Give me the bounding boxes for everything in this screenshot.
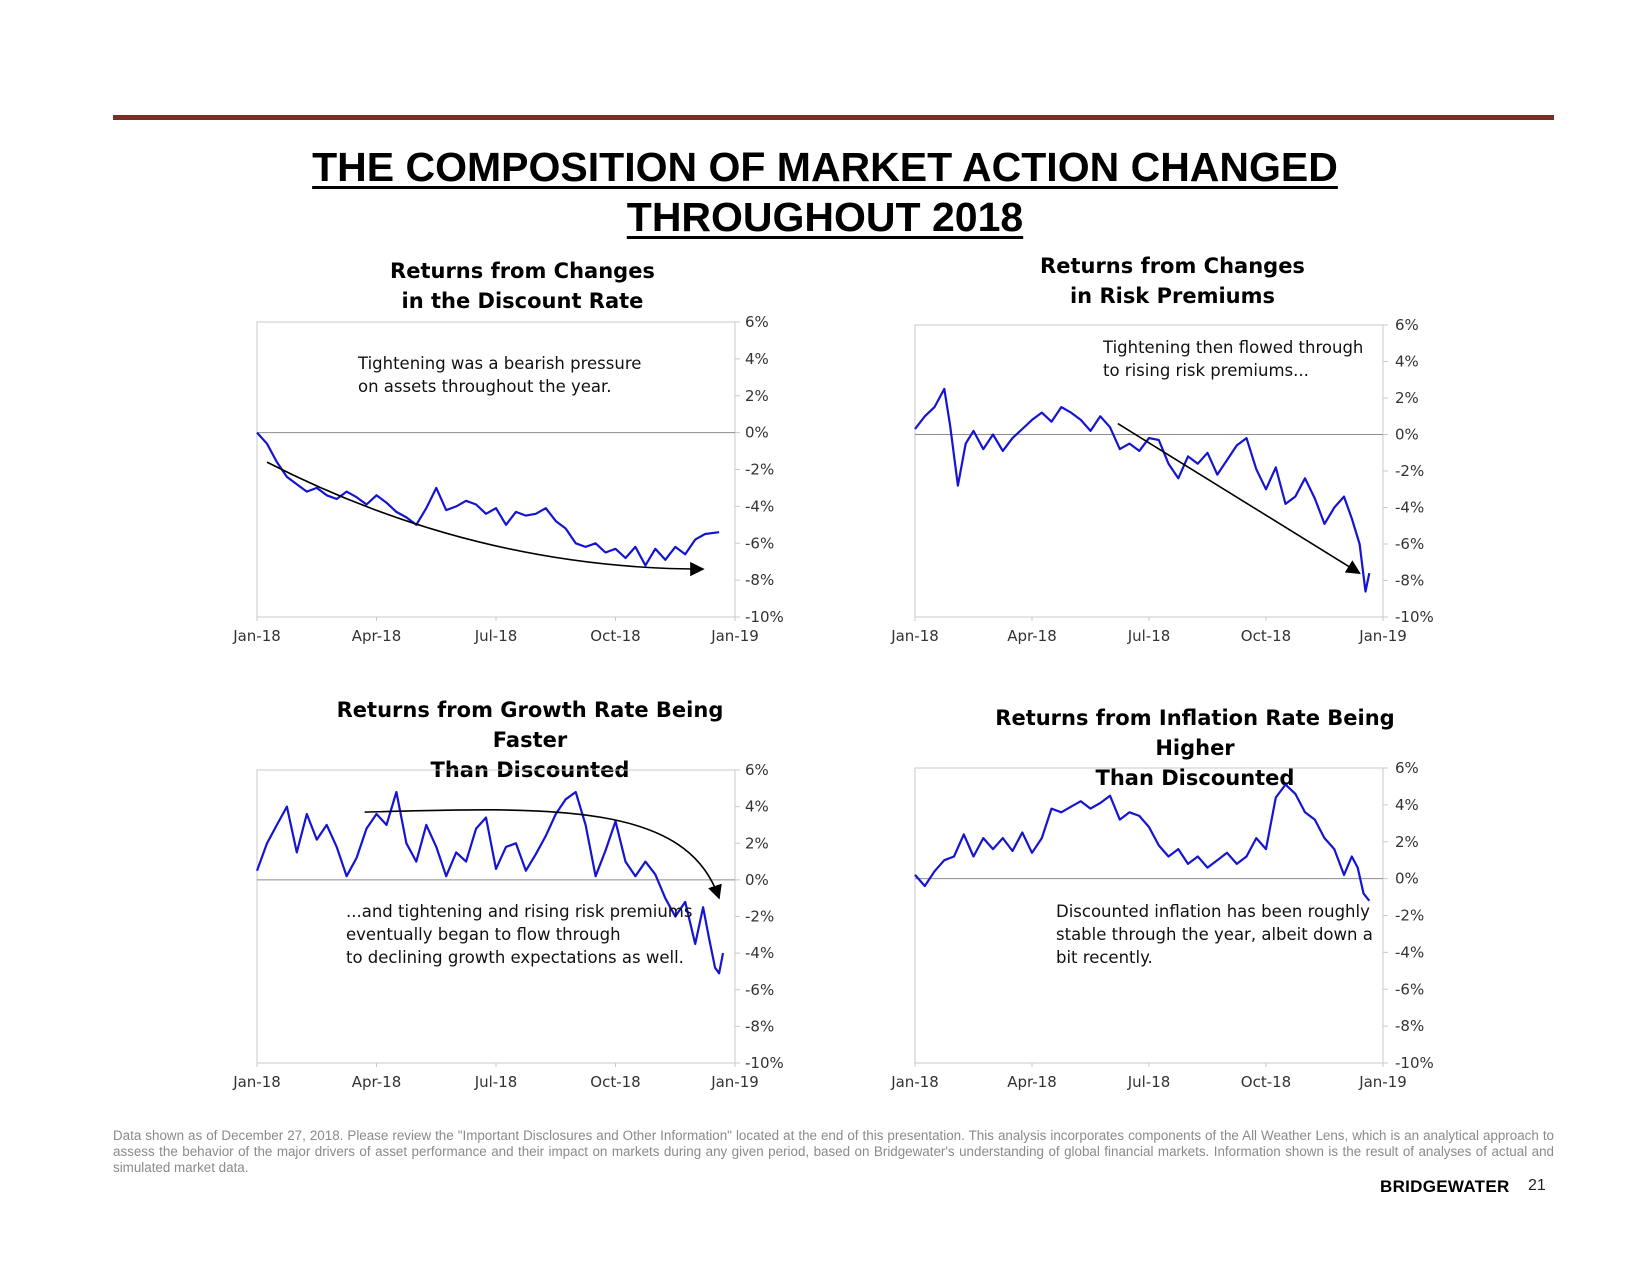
chart-1-annotation: Tightening was a bearish pressure on ass… xyxy=(358,352,641,398)
chart-3-y-tick-label: 0% xyxy=(745,871,769,889)
chart-1-y-tick-label: 4% xyxy=(745,350,769,368)
chart-2-annotation: Tightening then flowed through to rising… xyxy=(1103,336,1363,382)
chart-4-y-tick-label: 4% xyxy=(1395,796,1419,814)
chart-3-annotation: ...and tightening and rising risk premiu… xyxy=(346,900,692,969)
chart-3-y-tick-label: -8% xyxy=(745,1017,774,1035)
chart-2-y-tick-label: -10% xyxy=(1395,608,1434,626)
chart-3-y-tick-label: 4% xyxy=(745,798,769,816)
chart-3-trend-arrow xyxy=(364,809,722,900)
footnote: Data shown as of December 27, 2018. Plea… xyxy=(113,1128,1554,1175)
chart-3-x-tick-label: Jan-19 xyxy=(710,1073,759,1091)
chart-4-y-tick-label: -8% xyxy=(1395,1017,1424,1035)
chart-1-y-tick-label: -6% xyxy=(745,534,774,552)
chart-4-y-tick-label: 2% xyxy=(1395,833,1419,851)
chart-1-y-tick-label: -2% xyxy=(745,461,774,479)
chart-4-x-tick-label: Apr-18 xyxy=(1007,1073,1057,1091)
chart-4-y-tick-label: -6% xyxy=(1395,980,1424,998)
chart-2-x-tick-label: Oct-18 xyxy=(1241,627,1291,645)
chart-4-title: Returns from Inflation Rate Being Higher… xyxy=(960,703,1430,793)
chart-2-annotation-line-2: to rising risk premiums... xyxy=(1103,361,1309,380)
chart-2-y-tick-label: 6% xyxy=(1395,316,1419,334)
chart-4-annotation-line-3: bit recently. xyxy=(1056,948,1153,967)
chart-3-annotation-line-1: ...and tightening and rising risk premiu… xyxy=(346,902,693,921)
chart-3-x-tick-label: Oct-18 xyxy=(590,1073,640,1091)
chart-1-trend-arrow xyxy=(266,461,705,577)
page-title: THE COMPOSITION OF MARKET ACTION CHANGED… xyxy=(0,142,1650,242)
chart-1-x-tick-label: Jul-18 xyxy=(474,627,518,645)
page-number: 21 xyxy=(1528,1177,1546,1194)
chart-4-y-tick-label: -2% xyxy=(1395,907,1424,925)
chart-1-title-line-1: Returns from Changes xyxy=(390,259,655,283)
chart-2-x-tick-label: Jul-18 xyxy=(1127,627,1171,645)
chart-1-y-tick-label: 2% xyxy=(745,387,769,405)
chart-2-title: Returns from Changes in Risk Premiums xyxy=(990,251,1355,311)
chart-3-annotation-line-3: to declining growth expectations as well… xyxy=(346,948,684,967)
page-title-line-2: THROUGHOUT 2018 xyxy=(626,194,1024,240)
chart-4-x-tick-label: Jan-18 xyxy=(890,1073,939,1091)
chart-1-x-tick-label: Jan-18 xyxy=(232,627,281,645)
chart-4-title-line-2: Than Discounted xyxy=(1095,766,1295,790)
chart-1-y-tick-label: 0% xyxy=(745,424,769,442)
chart-3-y-tick-label: -2% xyxy=(745,908,774,926)
chart-1-annotation-line-1: Tightening was a bearish pressure xyxy=(358,354,642,373)
page-title-line-1: THE COMPOSITION OF MARKET ACTION CHANGED xyxy=(312,144,1338,190)
chart-2-trend-arrow xyxy=(1117,422,1361,574)
chart-3-annotation-line-2: eventually began to flow through xyxy=(346,925,621,944)
chart-2-y-tick-label: -8% xyxy=(1395,572,1424,590)
chart-1-y-tick-label: -4% xyxy=(745,497,774,515)
chart-2-title-line-1: Returns from Changes xyxy=(1040,254,1305,278)
chart-3-y-tick-label: -4% xyxy=(745,944,774,962)
chart-3-title-line-1: Returns from Growth Rate Being Faster xyxy=(336,698,724,752)
chart-2-y-tick-label: -4% xyxy=(1395,499,1424,517)
chart-1-annotation-line-2: on assets throughout the year. xyxy=(358,377,612,396)
top-rule xyxy=(113,115,1554,120)
chart-3-x-tick-label: Jan-18 xyxy=(232,1073,281,1091)
chart-4-x-tick-label: Oct-18 xyxy=(1241,1073,1291,1091)
chart-4-y-tick-label: 6% xyxy=(1395,759,1419,777)
chart-4-x-tick-label: Jan-19 xyxy=(1358,1073,1407,1091)
chart-2-y-tick-label: -2% xyxy=(1395,462,1424,480)
chart-4-y-tick-label: -10% xyxy=(1395,1054,1434,1072)
chart-3-series-line xyxy=(255,790,725,975)
chart-1-title-line-2: in the Discount Rate xyxy=(401,289,644,313)
chart-3-y-tick-label: -6% xyxy=(745,981,774,999)
chart-2-y-tick-label: 0% xyxy=(1395,426,1419,444)
chart-3-x-tick-label: Jul-18 xyxy=(474,1073,518,1091)
chart-4-annotation-line-1: Discounted inflation has been roughly xyxy=(1056,902,1370,921)
chart-1-title: Returns from Changes in the Discount Rat… xyxy=(340,256,705,316)
chart-3-x-tick-label: Apr-18 xyxy=(352,1073,402,1091)
top-rule-bar xyxy=(113,115,1554,120)
chart-1-series-line xyxy=(256,431,720,567)
chart-2-y-tick-label: 4% xyxy=(1395,353,1419,371)
brand-logo: BRIDGEWATER xyxy=(1380,1177,1510,1196)
chart-3-y-tick-label: -10% xyxy=(745,1054,784,1072)
chart-4-x-tick-label: Jul-18 xyxy=(1127,1073,1171,1091)
chart-1-y-tick-label: -10% xyxy=(745,608,784,626)
chart-4-title-line-1: Returns from Inflation Rate Being Higher xyxy=(995,706,1395,760)
chart-1-x-tick-label: Apr-18 xyxy=(352,627,402,645)
chart-3-y-tick-label: 6% xyxy=(745,761,769,779)
chart-4-annotation-line-2: stable through the year, albeit down a xyxy=(1056,925,1373,944)
chart-2-x-tick-label: Apr-18 xyxy=(1007,627,1057,645)
chart-1-y-tick-label: -8% xyxy=(745,571,774,589)
chart-4-annotation: Discounted inflation has been roughly st… xyxy=(1056,900,1373,969)
chart-2-y-tick-label: -6% xyxy=(1395,535,1424,553)
chart-2-annotation-line-1: Tightening then flowed through xyxy=(1103,338,1364,357)
chart-2-x-tick-label: Jan-19 xyxy=(1358,627,1407,645)
chart-2-x-tick-label: Jan-18 xyxy=(890,627,939,645)
chart-3-y-tick-label: 2% xyxy=(745,834,769,852)
chart-1-y-tick-label: 6% xyxy=(745,313,769,331)
chart-1-x-tick-label: Jan-19 xyxy=(710,627,759,645)
chart-4-series-line xyxy=(914,783,1371,902)
chart-4-y-tick-label: -4% xyxy=(1395,943,1424,961)
chart-2-y-tick-label: 2% xyxy=(1395,389,1419,407)
chart-1-x-tick-label: Oct-18 xyxy=(590,627,640,645)
chart-2-series-line xyxy=(914,387,1371,593)
chart-2-title-line-2: in Risk Premiums xyxy=(1069,284,1275,308)
chart-4-y-tick-label: 0% xyxy=(1395,870,1419,888)
